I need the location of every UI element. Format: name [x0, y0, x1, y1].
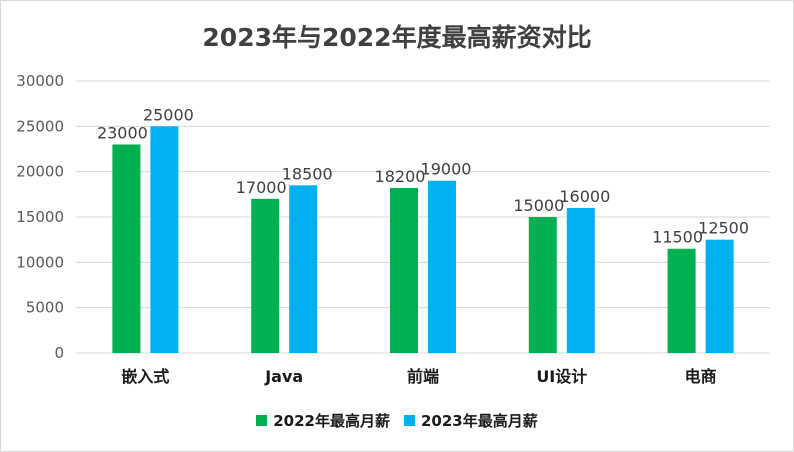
data-label: 11500 — [652, 228, 703, 247]
data-label: 12500 — [698, 219, 749, 238]
bar-2023 — [428, 180, 456, 353]
x-category-label: 嵌入式 — [121, 367, 169, 386]
bar-2023 — [705, 239, 734, 353]
y-tick-label: 5000 — [26, 299, 64, 317]
y-tick-label: 25000 — [16, 117, 64, 135]
data-label: 19000 — [421, 160, 472, 179]
data-label: 17000 — [236, 178, 287, 197]
legend-label-2022: 2022年最高月薪 — [273, 412, 390, 430]
bar-2023 — [566, 207, 595, 353]
bar-2023 — [289, 185, 318, 353]
bar-2022 — [112, 144, 141, 353]
y-tick-label: 10000 — [16, 253, 64, 271]
data-label: 16000 — [559, 187, 610, 206]
legend-label-2023: 2023年最高月薪 — [421, 412, 538, 430]
bar-2022 — [251, 198, 280, 353]
bar-2022 — [667, 248, 696, 353]
x-category-label: 电商 — [685, 367, 717, 386]
legend: 2022年最高月薪 2023年最高月薪 — [0, 410, 794, 431]
legend-item-2022: 2022年最高月薪 — [256, 410, 390, 431]
y-tick-label: 20000 — [16, 163, 64, 181]
y-tick-label: 15000 — [16, 208, 64, 226]
data-label: 23000 — [97, 123, 148, 142]
bar-2022 — [390, 187, 418, 353]
chart-title: 2023年与2022年度最高薪资对比 — [202, 23, 592, 52]
data-label: 15000 — [513, 196, 564, 215]
data-label: 25000 — [143, 105, 194, 124]
legend-swatch-2022 — [256, 415, 268, 426]
x-category-label: Java — [264, 367, 303, 386]
legend-item-2023: 2023年最高月薪 — [404, 410, 538, 431]
data-label: 18500 — [282, 164, 333, 183]
x-category-label: 前端 — [407, 367, 439, 386]
legend-swatch-2023 — [404, 415, 415, 426]
bar-2023 — [150, 126, 179, 353]
y-tick-label: 30000 — [16, 72, 64, 90]
bar-2022 — [528, 217, 557, 353]
x-category-label: UI设计 — [536, 367, 587, 386]
data-label: 18200 — [375, 167, 426, 186]
y-tick-label: 0 — [54, 344, 64, 362]
